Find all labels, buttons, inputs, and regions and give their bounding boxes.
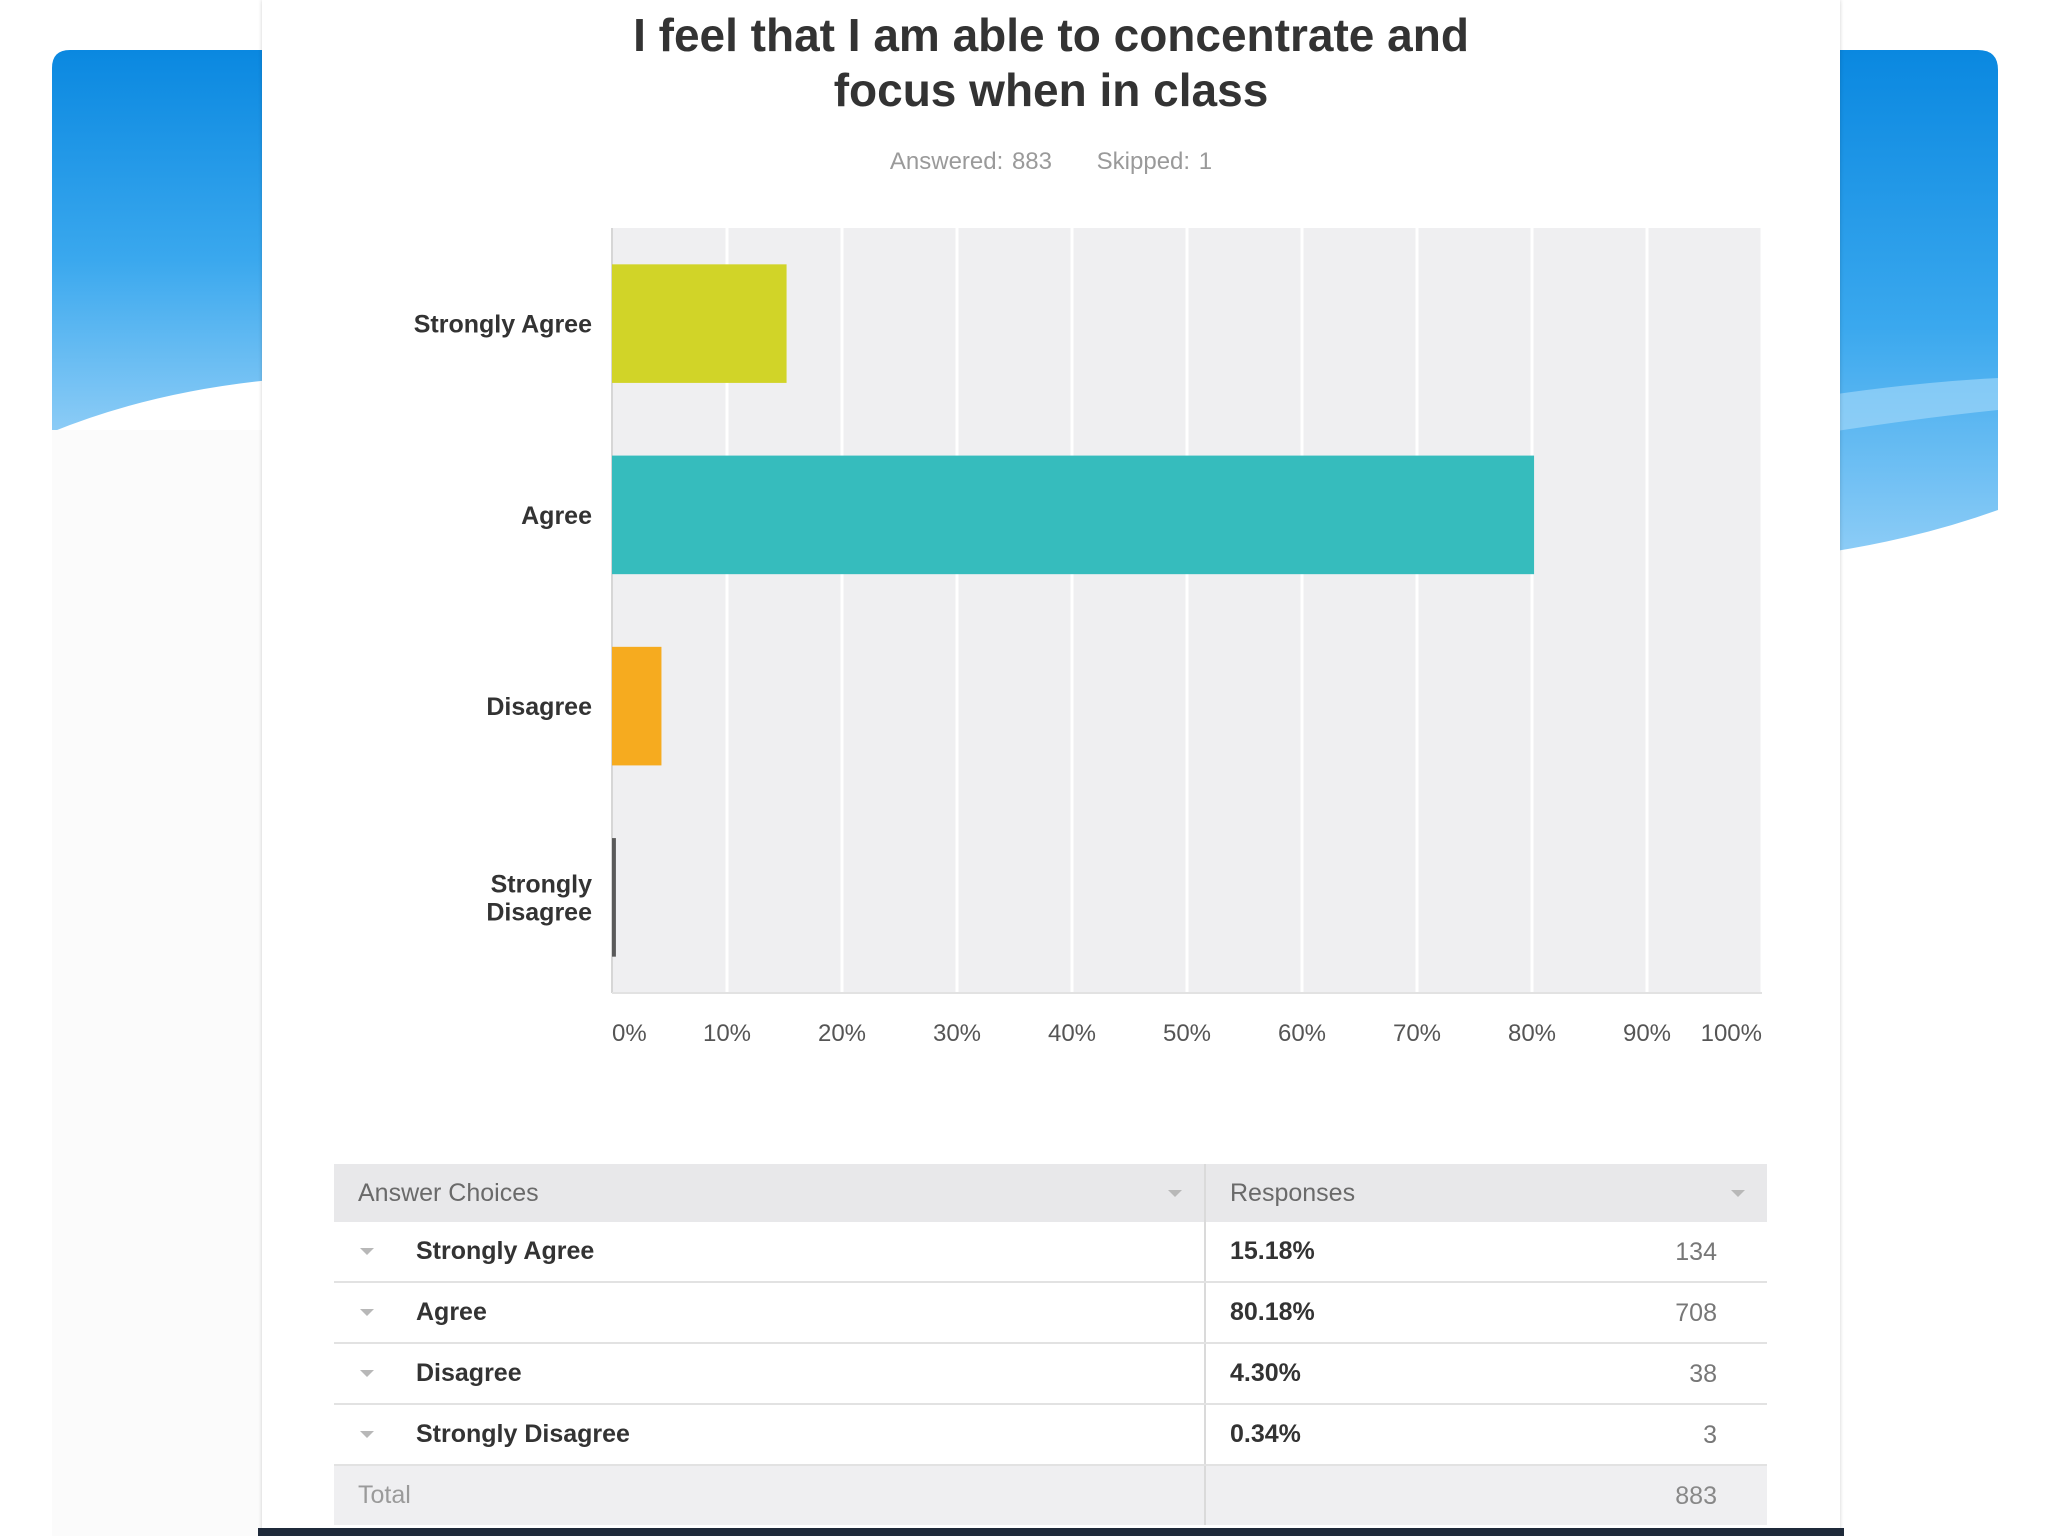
header-responses[interactable]: Responses (1205, 1164, 1767, 1222)
header-answer-choices-label: Answer Choices (358, 1178, 539, 1207)
row-choice: Strongly Agree (416, 1237, 595, 1265)
x-tick-label: 0% (612, 1020, 647, 1047)
expand-caret-icon[interactable] (360, 1370, 374, 1377)
table-row: Strongly Disagree 0.34% 3 (334, 1404, 1767, 1466)
bar-strongly-agree (612, 264, 787, 383)
row-count: 38 (1689, 1360, 1717, 1388)
row-count: 3 (1703, 1421, 1717, 1449)
slide-wave-left (52, 50, 270, 432)
expand-caret-icon[interactable] (360, 1431, 374, 1438)
bar-agree (612, 455, 1535, 575)
row-choice: Agree (416, 1298, 487, 1326)
slide-left-margin-shade (52, 430, 262, 1536)
category-label-disagree: Disagree (486, 693, 592, 721)
bar-strongly-disagree (612, 838, 616, 957)
x-tick-label: 60% (1278, 1020, 1326, 1047)
category-label-strongly-agree: Strongly Agree (414, 311, 592, 339)
x-tick-label: 50% (1163, 1020, 1211, 1047)
category-label-strongly-disagree: Strongly Disagree (486, 870, 592, 926)
header-answer-choices[interactable]: Answer Choices (334, 1164, 1206, 1222)
sort-caret-icon[interactable] (1731, 1190, 1745, 1197)
x-tick-label: 90% (1623, 1020, 1671, 1047)
bar-disagree (612, 646, 662, 766)
table-row: Strongly Agree 15.18% 134 (334, 1222, 1767, 1283)
skipped-count: Skipped: 1 (1096, 148, 1213, 175)
question-title-line-2: focus when in class (833, 64, 1269, 116)
x-tick-label: 20% (818, 1020, 866, 1047)
x-tick-label: 40% (1048, 1020, 1096, 1047)
row-percent: 4.30% (1230, 1359, 1301, 1387)
question-title-line-1: I feel that I am able to concentrate and (633, 9, 1469, 61)
table-header-row: Answer Choices Responses (334, 1164, 1767, 1222)
table-total-row: Total 883 (334, 1465, 1767, 1525)
survey-card: I feel that I am able to concentrate and… (262, 0, 1840, 1536)
expand-caret-icon[interactable] (360, 1309, 374, 1316)
bottom-edge-strip (258, 1528, 1844, 1536)
slide-wave-right-highlight (1830, 378, 1998, 432)
row-choice: Disagree (416, 1359, 522, 1387)
row-percent: 0.34% (1230, 1420, 1301, 1448)
total-count: 883 (1675, 1482, 1717, 1510)
row-percent: 15.18% (1230, 1237, 1315, 1265)
x-tick-label: 70% (1393, 1020, 1441, 1047)
slide-wave-right (1830, 50, 1998, 552)
x-tick-label: 30% (933, 1020, 981, 1047)
row-count: 134 (1675, 1238, 1717, 1266)
table-row: Agree 80.18% 708 (334, 1282, 1767, 1344)
row-percent: 80.18% (1230, 1298, 1315, 1326)
x-tick-label: 10% (703, 1020, 751, 1047)
total-label: Total (358, 1481, 411, 1509)
row-count: 708 (1675, 1299, 1717, 1327)
table-row: Disagree 4.30% 38 (334, 1343, 1767, 1405)
x-tick-label: 80% (1508, 1020, 1556, 1047)
category-label-agree: Agree (521, 502, 592, 530)
sort-caret-icon[interactable] (1168, 1190, 1182, 1197)
row-choice: Strongly Disagree (416, 1420, 630, 1448)
header-responses-label: Responses (1230, 1178, 1356, 1207)
x-tick-label: 100% (1701, 1020, 1762, 1047)
response-summary: Answered: 883 Skipped: 1 (262, 148, 1840, 176)
answered-count: Answered: 883 (889, 148, 1052, 175)
expand-caret-icon[interactable] (360, 1248, 374, 1255)
bar-chart: 0% 10% 20% 30% 40% 50% 60% 70% 80% 90% 100% Strongl… (414, 228, 1764, 1047)
response-table: Answer Choices Responses Strongly Agree … (334, 1164, 1767, 1525)
